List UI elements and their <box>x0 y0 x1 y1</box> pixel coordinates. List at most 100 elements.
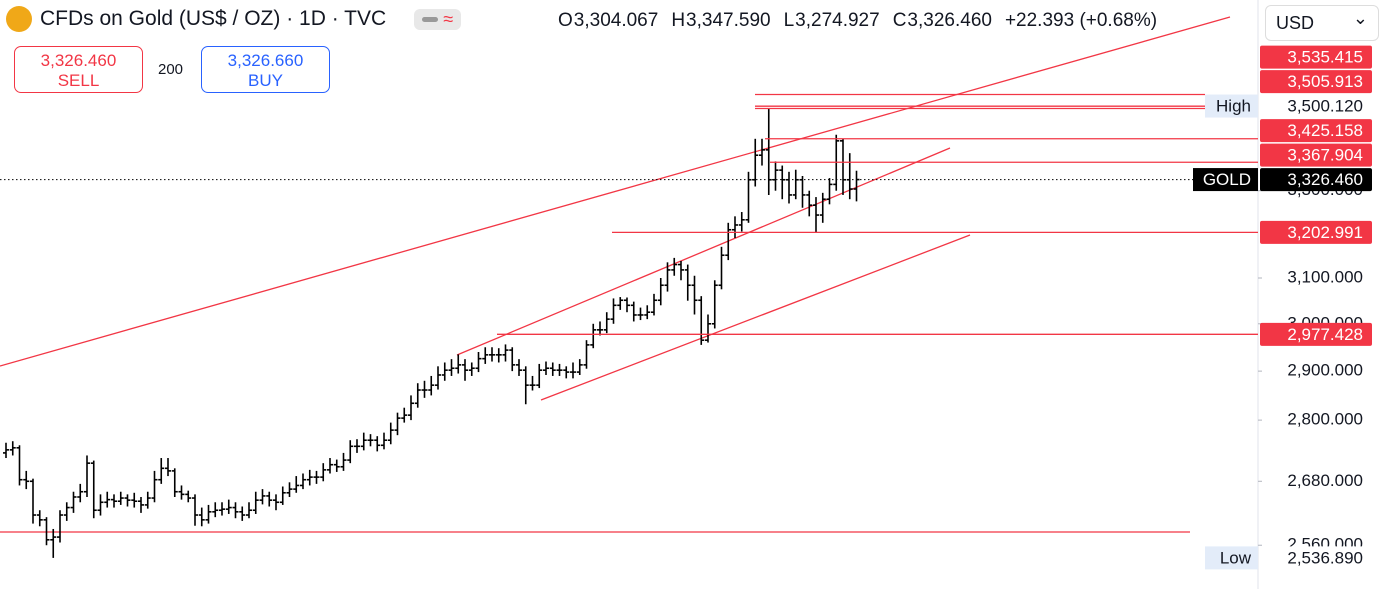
ohlc-bar <box>698 296 705 345</box>
price-label-box <box>1260 45 1372 69</box>
ohlc-bar <box>111 494 117 508</box>
ohlc-bar <box>408 395 414 421</box>
ohlc-bar <box>435 366 441 390</box>
ohlc-bar <box>212 502 219 518</box>
buy-label: BUY <box>248 71 283 90</box>
ohlc-bar <box>819 192 826 223</box>
ohlc-bar <box>509 347 516 372</box>
currency-select[interactable]: USD <box>1265 5 1379 41</box>
symbol-icon <box>6 6 32 32</box>
ohlc-key: L <box>783 10 795 31</box>
ohlc-bar <box>617 297 624 310</box>
ohlc-bar <box>799 175 806 208</box>
ohlc-bar <box>549 362 556 376</box>
ohlc-bar <box>178 485 185 500</box>
symbol-title[interactable]: CFDs on Gold (US$ / OZ) · 1D · TVC <box>40 7 387 30</box>
price-tag: Low <box>1220 548 1252 567</box>
price-label-box <box>1260 220 1372 244</box>
ohlc-bar <box>664 262 671 292</box>
y-tick-label: 3,100.000 <box>1287 267 1363 286</box>
buy-button[interactable]: 3,326.660 BUY <box>201 46 330 93</box>
ohlc-bar <box>455 354 462 374</box>
price-label-box <box>1260 322 1372 346</box>
y-tick-label: 2,680.000 <box>1287 471 1363 490</box>
ohlc-bar <box>306 469 313 486</box>
ohlc-bar <box>759 138 765 166</box>
ohlc-bar <box>30 478 36 524</box>
ohlc-bar <box>529 375 536 391</box>
price-label: 3,500.120 <box>1287 97 1363 116</box>
ohlc-bar <box>387 422 394 445</box>
sell-button[interactable]: 3,326.460 SELL <box>14 46 143 93</box>
ohlc-bar <box>259 489 266 505</box>
ohlc-bar <box>576 359 583 375</box>
ohlc-bar <box>806 190 813 217</box>
ohlc-bar <box>637 307 644 321</box>
price-label: 3,505.913 <box>1287 72 1363 91</box>
ohlc-bar <box>77 483 84 503</box>
ohlc-bar <box>185 490 192 503</box>
change-value: +22.393 (+0.68%) <box>1004 10 1158 31</box>
ohlc-item: H3,347.590 <box>671 10 770 32</box>
ohlc-bar <box>198 507 205 527</box>
indicator-badge[interactable]: ≈ <box>414 8 462 30</box>
ohlc-bar <box>279 486 286 505</box>
ohlc-bar <box>813 197 819 233</box>
price-label-box <box>1260 94 1372 118</box>
ohlc-bar <box>624 297 630 313</box>
ohlc-bar <box>347 440 354 464</box>
ohlc-bar <box>333 459 340 472</box>
ohlc-bar <box>468 362 475 376</box>
ohlc-bar <box>171 468 178 497</box>
ohlc-bar <box>475 351 482 373</box>
ohlc-bar <box>327 458 333 474</box>
ohlc-bar <box>738 212 745 232</box>
price-tag: GOLD <box>1203 170 1251 189</box>
ohlc-bar <box>448 359 455 376</box>
ohlc-bar <box>691 275 698 315</box>
price-label: 3,202.991 <box>1287 223 1363 242</box>
ohlc-bar <box>610 298 617 324</box>
ohlc-bar <box>705 314 711 343</box>
ohlc-bar <box>23 470 30 490</box>
ohlc-bar <box>144 491 151 509</box>
ohlc-bar <box>502 344 509 362</box>
ohlc-bar <box>320 463 327 482</box>
ohlc-bar <box>792 169 799 200</box>
ohlc-bar <box>711 280 718 329</box>
price-labels: 2,536.890 Low 2,977.428 3,202.991 3,326.460 G… <box>1193 45 1372 570</box>
ohlc-bar <box>70 491 77 513</box>
ohlc-bar <box>684 264 691 301</box>
price-tag-box <box>1205 94 1258 118</box>
y-tick-label: 2,900.000 <box>1287 361 1363 380</box>
plot <box>0 16 1258 558</box>
ohlc-bar <box>219 502 225 516</box>
ohlc-bar <box>556 363 563 376</box>
trend-line <box>456 147 951 356</box>
price-label-box <box>1260 119 1372 143</box>
ohlc-bar <box>840 138 846 195</box>
sell-label: SELL <box>57 71 100 90</box>
ohlc-bar <box>293 476 300 493</box>
ohlc-bar <box>630 301 637 322</box>
ohlc-bar <box>441 362 448 381</box>
ohlc-bar <box>192 494 198 526</box>
ohlc-bar <box>381 432 387 450</box>
ohlc-bar <box>97 494 104 516</box>
ohlc-bar <box>394 412 401 436</box>
buy-price: 3,326.660 <box>227 51 304 70</box>
ohlc-bar <box>90 460 97 519</box>
ohlc-bar <box>590 323 597 349</box>
ohlc-bar <box>583 340 590 369</box>
sell-price: 3,326.460 <box>40 51 117 70</box>
ohlc-bar <box>421 380 428 398</box>
ohlc-key: C <box>892 10 907 31</box>
ohlc-bar <box>340 452 347 471</box>
ohlc-value: 3,304.067 <box>573 10 659 31</box>
price-tag-box <box>1193 168 1258 192</box>
ohlc-bar <box>489 347 495 362</box>
ohlc-bar <box>678 260 684 281</box>
ohlc-bar <box>570 362 576 379</box>
